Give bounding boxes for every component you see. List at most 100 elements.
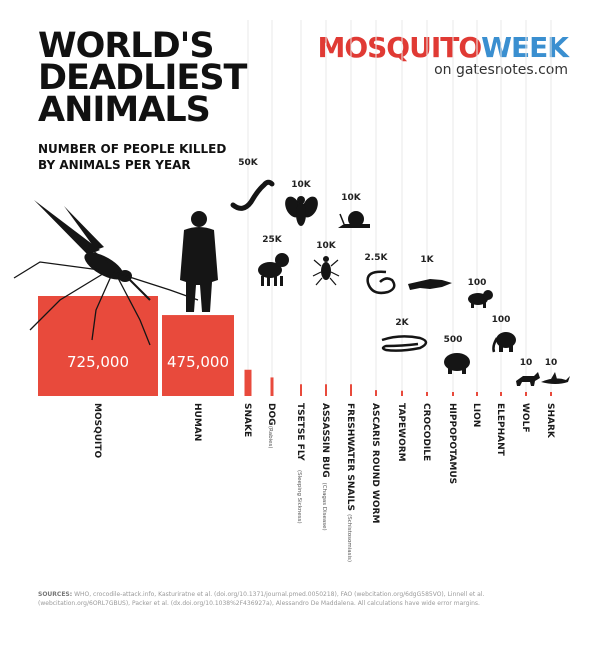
- category-label: DOG: [266, 403, 276, 426]
- dog-leg: [267, 276, 270, 286]
- value-label: 100: [492, 315, 511, 325]
- mosquito-leg: [29, 271, 107, 331]
- mosquito-leg: [77, 239, 109, 263]
- mosquito-abdomen: [84, 252, 124, 280]
- sources-label: SOURCES:: [38, 591, 73, 598]
- subtitle-line: BY ANIMALS PER YEAR: [38, 158, 191, 172]
- sources-footnote: SOURCES: WHO, crocodile-attack.info, Kas…: [38, 590, 578, 608]
- bar-shark: [550, 392, 552, 396]
- mosquito-leg: [13, 261, 101, 279]
- hippo-leg: [448, 367, 452, 374]
- crocodile-icon: [408, 279, 452, 290]
- bar-elephant: [500, 392, 502, 396]
- bug-icon: [312, 256, 340, 286]
- value-label: 725,000: [67, 353, 129, 371]
- category-note: (Sleeping Sickness): [296, 470, 302, 524]
- category-note: (Chagas Disease): [321, 483, 327, 531]
- hippo-leg: [462, 367, 466, 374]
- category-label: SHARK: [545, 403, 555, 439]
- brand-part-2: WEEK: [481, 31, 569, 64]
- value-label: 475,000: [167, 353, 229, 371]
- human-icon: [180, 211, 218, 312]
- lion-leg: [483, 302, 486, 308]
- category-label-group: CROCODILE: [421, 403, 431, 461]
- value-label: 100: [468, 278, 487, 288]
- dog-leg: [280, 276, 283, 286]
- fly-head: [297, 196, 305, 204]
- bar-lion: [476, 392, 478, 396]
- bug-leg: [313, 259, 322, 267]
- category-label-group: TAPEWORM: [396, 403, 406, 462]
- bar-tapeworm: [401, 390, 403, 396]
- elephant-icon: [492, 332, 516, 353]
- category-note: (Rabies): [267, 426, 273, 449]
- bug-leg: [315, 277, 323, 286]
- bar-crocodile: [426, 392, 428, 396]
- title-line: DEADLIEST: [38, 58, 247, 98]
- value-label: 2.5K: [365, 253, 389, 263]
- elephant-leg: [509, 344, 513, 352]
- category-label: MOSQUITO: [92, 403, 102, 459]
- mosquito-icon: [13, 200, 199, 346]
- bug-body: [321, 262, 331, 280]
- dog-body: [258, 262, 282, 278]
- bar-snake: [244, 369, 252, 396]
- mosquito-leg: [117, 277, 151, 346]
- category-label-group: WOLF: [520, 403, 530, 432]
- human-body: [180, 227, 218, 312]
- value-label: 10: [520, 358, 533, 368]
- brand-part-1: MOSQUITO: [317, 31, 482, 64]
- category-label: WOLF: [520, 403, 530, 432]
- bug-leg: [329, 277, 337, 286]
- elephant-trunk: [492, 337, 499, 353]
- bar-mosquito: [38, 296, 158, 396]
- category-label-group: ASSASSIN BUG (Chagas Disease): [320, 403, 330, 531]
- elephant-leg: [499, 344, 503, 352]
- snail-icon: [338, 211, 370, 228]
- category-label-group: SNAKE: [242, 403, 252, 437]
- category-label: FRESHWATER SNAILS: [345, 403, 355, 511]
- mosquito-proboscis: [127, 277, 151, 301]
- dog-head: [275, 253, 289, 267]
- category-label: ASCARIS ROUND WORM: [370, 403, 380, 523]
- fly-body: [296, 202, 306, 226]
- value-label: 10K: [341, 193, 362, 203]
- bar-freshwater-snails: [350, 384, 352, 396]
- value-label: 10K: [316, 241, 337, 251]
- category-label-group: HUMAN: [192, 403, 202, 441]
- value-label: 10: [545, 358, 558, 368]
- hippo-icon: [444, 353, 470, 374]
- category-label: ELEPHANT: [495, 403, 505, 457]
- bar-wolf: [525, 392, 527, 396]
- category-label-group: SHARK: [545, 403, 555, 439]
- bar-tsetse-fly: [300, 384, 302, 396]
- category-label: TSETSE FLY: [295, 403, 305, 461]
- lion-icon: [468, 290, 493, 308]
- snail-shell: [348, 211, 364, 227]
- shark-icon: [541, 372, 570, 384]
- category-label-group: LION: [471, 403, 481, 427]
- title-line: ANIMALS: [38, 90, 211, 130]
- bug-leg: [312, 271, 322, 277]
- category-label-group: HIPPOPOTAMUS: [447, 403, 457, 484]
- value-label: 25K: [262, 235, 283, 245]
- category-label: TAPEWORM: [396, 403, 406, 462]
- dog-leg: [261, 276, 264, 286]
- page-title: WORLD'S DEADLIEST ANIMALS: [38, 26, 247, 130]
- category-label: HUMAN: [192, 403, 202, 441]
- category-label: HIPPOPOTAMUS: [447, 403, 457, 484]
- bar-dog: [270, 377, 274, 396]
- bug-leg: [330, 259, 339, 267]
- bug-leg: [330, 271, 340, 277]
- wolf-icon: [516, 372, 540, 386]
- category-label-group: MOSQUITO: [92, 403, 102, 459]
- title-line: WORLD'S: [38, 26, 215, 66]
- brand-wordmark: MOSQUITOWEEK: [317, 31, 569, 64]
- subtitle-line: NUMBER OF PEOPLE KILLED: [38, 142, 227, 156]
- fly-wing: [302, 196, 318, 218]
- sources-text: WHO, crocodile-attack.info, Kasturiratne…: [38, 591, 485, 607]
- lion-head: [483, 290, 493, 300]
- value-label: 2K: [395, 318, 409, 328]
- category-label: ASSASSIN BUG: [320, 403, 330, 478]
